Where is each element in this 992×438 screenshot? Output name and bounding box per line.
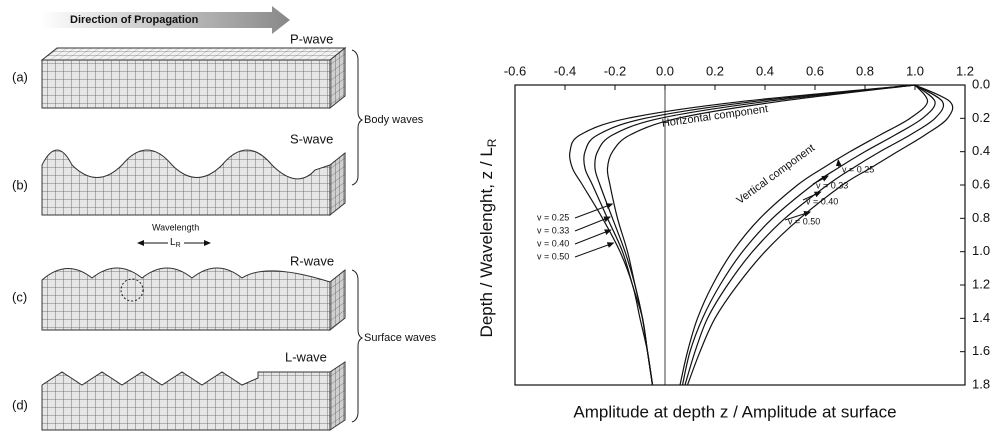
chart: Amplitude at depth z / Amplitude at surf… [477,63,990,421]
curve [568,84,916,386]
y-tick-label: 1.4 [972,310,990,325]
x-tick-label: -0.6 [504,63,526,78]
x-tick-label: 0.4 [756,63,774,78]
y-tick-label: 0.4 [972,143,990,158]
arrow-label: Direction of Propagation [70,14,199,26]
y-tick-label: 0.8 [972,210,990,225]
series-label: v = 0.40 [806,196,838,206]
plot-frame [514,84,966,386]
block-side [329,361,346,431]
y-tick-label: 0.0 [972,76,990,91]
bracket [351,269,364,423]
series-label: v = 0.25 [842,164,874,174]
panel-letter: (a) [12,69,28,84]
x-tick-label: 0.2 [706,63,724,78]
x-tick-label: 0.0 [656,63,674,78]
block-top [40,47,347,61]
propagation-arrow [40,6,290,34]
block-side [329,46,346,110]
label-arrow [574,229,612,245]
wavelength-label: Wavelength [152,222,199,232]
curve [679,84,929,386]
y-label-sub: R [485,138,499,147]
label-bg [168,236,184,250]
curve [583,84,916,386]
lr-label: LR [170,237,181,249]
curve [684,84,945,386]
annotation: Vertical component [734,142,817,207]
x-tick-label: 0.6 [806,63,824,78]
curve [606,84,916,386]
wave-label: R-wave [290,253,334,268]
curve [686,84,954,386]
panel-letter: (d) [12,397,28,412]
x-tick-label: -0.2 [604,63,626,78]
x-tick-label: 1.2 [956,63,974,78]
group-label: Body waves [364,114,424,126]
curve [681,84,936,386]
block-front [41,149,331,216]
label-arrow [835,159,842,169]
series-label: v = 0.33 [816,180,848,190]
y-tick-label: 1.2 [972,276,990,291]
y-tick-label: 1.6 [972,343,990,358]
label-arrow [574,242,615,258]
label-arrow [574,203,614,219]
x-tick-label: 0.8 [856,63,874,78]
block-front [41,267,331,331]
bracket [351,49,364,186]
series-label: v = 0.25 [537,212,569,222]
y-tick-label: 0.2 [972,110,990,125]
label-arrow [574,216,611,232]
series-label: v = 0.50 [788,216,820,226]
y-label-main: Depth / Wavelenght, z / L [477,147,496,337]
series-label: v = 0.33 [537,225,569,235]
block-front [41,371,331,431]
x-tick-label: 1.0 [906,63,924,78]
wave-label: L-wave [285,349,327,364]
y-tick-label: 1.0 [972,243,990,258]
wave-label: P-wave [290,31,333,46]
block-side [329,268,346,332]
particle-orbit [120,278,144,302]
panel-letter: (c) [12,289,27,304]
series-label: v = 0.50 [537,251,569,261]
group-label: Surface waves [364,332,437,344]
x-tick-label: -0.4 [554,63,576,78]
label-arrow [802,191,822,201]
y-tick-label: 1.8 [972,376,990,391]
lr-sub: R [176,242,181,249]
y-tick-label: 0.6 [972,176,990,191]
wave-diagram: Direction of Propagation (a) (b) (c) (d)… [12,6,437,431]
y-axis-label: Depth / Wavelenght, z / LR [477,138,499,337]
wave-label: S-wave [290,131,333,146]
label-arrow [812,175,829,185]
panel-letter: (b) [12,177,28,192]
curve [594,84,916,386]
label-arrow [784,210,812,221]
block-front [41,59,331,109]
lr-main: L [170,237,176,248]
x-axis-label: Amplitude at depth z / Amplitude at surf… [573,402,896,421]
block-side [329,151,346,217]
series-label: v = 0.40 [537,238,569,248]
